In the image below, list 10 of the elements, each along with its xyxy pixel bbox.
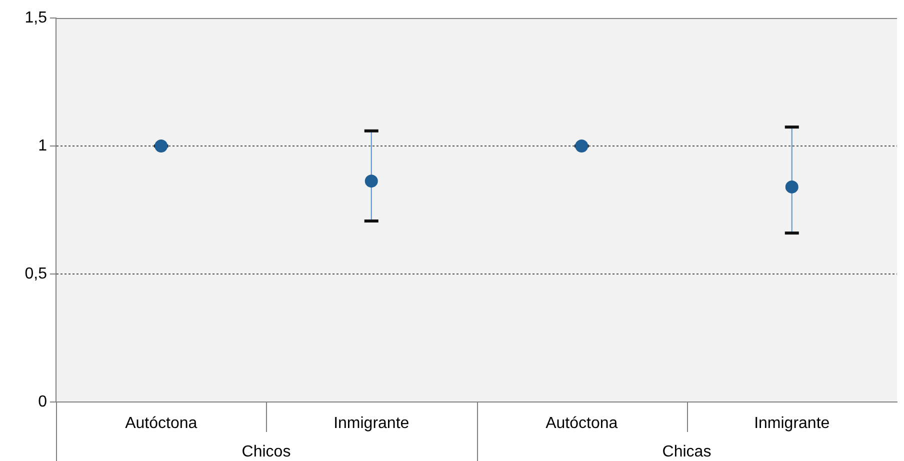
text: Chicos bbox=[242, 443, 291, 460]
x-tick-label: Inmigrante bbox=[754, 415, 830, 432]
y-tick-label: 0,5 bbox=[24, 265, 48, 282]
y-tick-label: 1,5 bbox=[24, 9, 48, 26]
y-tick-label: 1 bbox=[38, 137, 48, 154]
x-tick-label: Autóctona bbox=[546, 415, 618, 432]
text: Chicas bbox=[662, 443, 712, 460]
x-tick-label: Inmigrante bbox=[334, 415, 410, 432]
x-tick-label: Autóctona bbox=[125, 415, 198, 432]
y-tick-label: 0 bbox=[38, 393, 48, 410]
